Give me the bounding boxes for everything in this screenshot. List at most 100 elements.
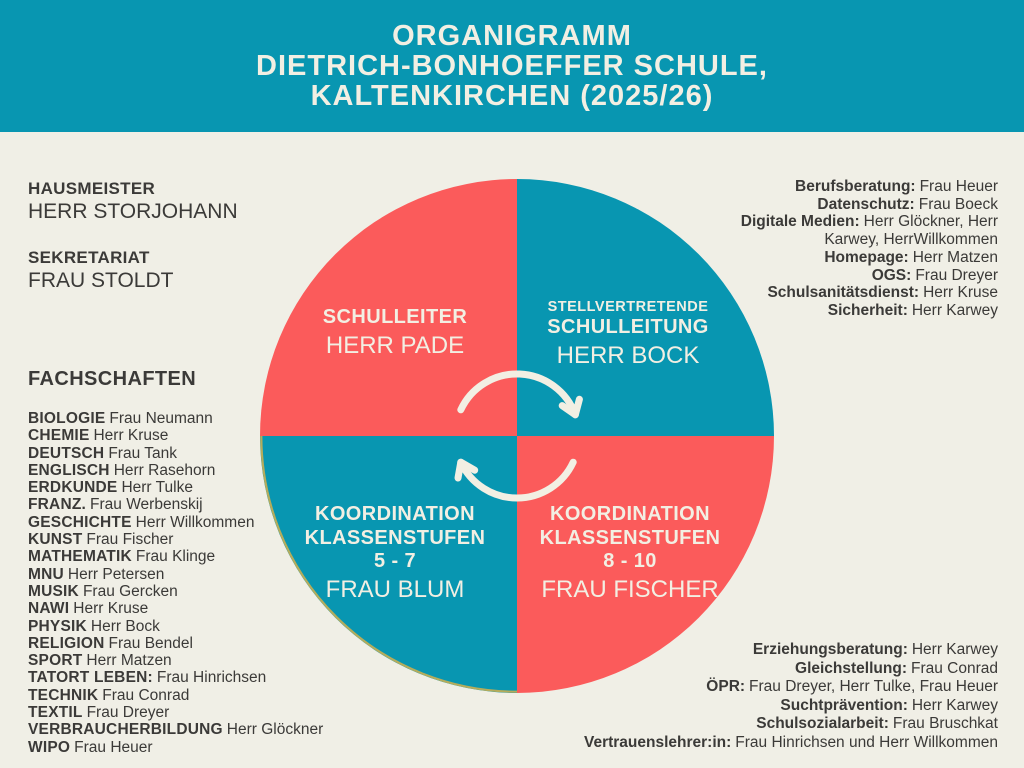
fachschaft-person: Herr Glöckner	[226, 721, 324, 739]
quadrant-bottom-right-shape	[517, 436, 774, 693]
responsibility-person: Herr Kruse	[923, 284, 998, 302]
fachschaft-subject: PHYSIK	[28, 617, 87, 635]
fachschaft-item: MATHEMATIK Frau Klinge	[28, 548, 328, 565]
fachschaft-person: Herr Willkommen	[135, 513, 255, 531]
responsibility-item: Schulsozialarbeit: Frau Bruschkat	[518, 715, 998, 734]
responsibilities-top-section: Berufsberatung: Frau Heuer Datenschutz: Fr…	[726, 178, 998, 320]
responsibility-label: Suchtprävention:	[780, 696, 908, 714]
responsibility-item: Berufsberatung: Frau Heuer	[726, 178, 998, 196]
fachschaft-person: Frau Gercken	[82, 582, 178, 600]
page-title: ORGANIGRAMM DIETRICH-BONHOEFFER SCHULE, …	[256, 21, 768, 111]
fachschaft-item: VERBRAUCHERBILDUNG Herr Glöckner	[28, 721, 328, 738]
responsibility-person: Herr Karwey	[911, 301, 998, 319]
org-circle-diagram	[260, 179, 774, 693]
fachschaft-item: TEXTIL Frau Dreyer	[28, 704, 328, 721]
fachschaft-item: ENGLISCH Herr Rasehorn	[28, 462, 328, 479]
staff-role: HAUSMEISTER	[28, 179, 156, 198]
fachschaft-item: WIPO Frau Heuer	[28, 739, 328, 756]
quadrant-top-right-shape	[517, 179, 774, 436]
fachschaften-section: FACHSCHAFTEN BIOLOGIE Frau Neumann CHEMIE…	[28, 368, 328, 756]
fachschaft-person: Herr Bock	[90, 617, 160, 635]
header-banner: ORGANIGRAMM DIETRICH-BONHOEFFER SCHULE, …	[0, 0, 1024, 132]
fachschaft-item: KUNST Frau Fischer	[28, 531, 328, 548]
fachschaft-item: BIOLOGIE Frau Neumann	[28, 410, 328, 427]
fachschaft-subject: DEUTSCH	[28, 444, 105, 462]
fachschaft-person: Herr Kruse	[93, 427, 169, 445]
fachschaft-item: MNU Herr Petersen	[28, 566, 328, 583]
quadrant-top-left-shape	[260, 179, 517, 436]
fachschaft-item: RELIGION Frau Bendel	[28, 635, 328, 652]
fachschaft-person: Frau Dreyer	[86, 704, 170, 722]
fachschaft-item: CHEMIE Herr Kruse	[28, 427, 328, 444]
fachschaft-item: TECHNIK Frau Conrad	[28, 687, 328, 704]
responsibility-person: Herr Karwey	[911, 696, 998, 714]
fachschaft-person: Frau Neumann	[109, 410, 213, 427]
quadrant-role-prefix: STELLVERTRETENDE	[547, 299, 709, 315]
fachschaft-item: MUSIK Frau Gercken	[28, 583, 328, 600]
fachschaft-subject: MATHEMATIK	[28, 548, 132, 566]
fachschaft-person: Frau Hinrichsen	[156, 669, 267, 687]
responsibility-item: Gleichstellung: Frau Conrad	[518, 660, 998, 679]
cycle-arrows-icon	[454, 370, 583, 502]
responsibility-person: Frau Dreyer	[915, 266, 998, 284]
responsibility-label: Vertrauenslehrer:in:	[583, 733, 732, 751]
staff-entry: HAUSMEISTER HERR STORJOHANN	[28, 179, 238, 225]
fachschaft-subject: CHEMIE	[28, 427, 90, 445]
responsibility-item: ÖPR: Frau Dreyer, Herr Tulke, Frau Heuer	[518, 678, 998, 697]
responsibility-item: Digitale Medien: Herr Glöckner, Herr Karw…	[726, 213, 998, 248]
responsibility-label: Schulsanitätsdienst:	[767, 284, 920, 302]
staff-section: HAUSMEISTER HERR STORJOHANN SEKRETARIAT …	[28, 179, 238, 317]
fachschaft-item: SPORT Herr Matzen	[28, 652, 328, 669]
fachschaft-item: DEUTSCH Frau Tank	[28, 445, 328, 462]
fachschaft-person: Frau Heuer	[74, 738, 153, 756]
staff-role: SEKRETARIAT	[28, 248, 150, 267]
fachschaft-person: Frau Tank	[108, 444, 177, 462]
responsibility-person: Frau Heuer	[919, 178, 998, 195]
responsibility-person: Herr Glöckner, Herr Karwey, HerrWillkomm…	[824, 213, 998, 249]
responsibility-person: Frau Dreyer, Herr Tulke, Frau Heuer	[749, 678, 998, 696]
responsibility-label: Berufsberatung:	[795, 178, 916, 195]
fachschaft-person: Frau Werbenskij	[90, 496, 203, 514]
fachschaft-person: Herr Petersen	[67, 565, 165, 583]
fachschaft-person: Frau Klinge	[135, 548, 216, 566]
fachschaften-title: FACHSCHAFTEN	[28, 368, 197, 390]
staff-entry: SEKRETARIAT FRAU STOLDT	[28, 248, 238, 294]
responsibility-person: Herr Matzen	[912, 248, 998, 266]
fachschaft-person: Herr Tulke	[121, 479, 193, 497]
fachschaft-subject: SPORT	[28, 652, 83, 670]
responsibility-label: Datenschutz:	[817, 195, 915, 213]
fachschaft-subject: BIOLOGIE	[28, 410, 106, 427]
fachschaft-person: Herr Kruse	[73, 600, 149, 618]
fachschaften-list: BIOLOGIE Frau Neumann CHEMIE Herr Kruse DE…	[28, 410, 328, 756]
fachschaft-subject: ENGLISCH	[28, 461, 110, 479]
responsibility-label: Digitale Medien:	[740, 213, 860, 231]
gold-accent-arc	[260, 435, 518, 693]
quadrant-koordination-8-10-label: KOORDINATION KLASSENSTUFEN 8 - 10 FRAU F…	[516, 503, 744, 604]
responsibility-label: ÖPR:	[706, 678, 746, 696]
responsibility-label: OGS:	[871, 266, 912, 284]
responsibility-person: Frau Bruschkat	[892, 715, 998, 733]
fachschaft-person: Frau Fischer	[86, 531, 174, 549]
fachschaft-item: FRANZ. Frau Werbenskij	[28, 496, 328, 513]
staff-name: HERR STORJOHANN	[28, 200, 238, 223]
responsibility-person: Frau Hinrichsen und Herr Willkommen	[735, 733, 998, 751]
quadrant-role: KOORDINATION KLASSENSTUFEN 5 - 7	[304, 503, 486, 572]
fachschaft-subject: MNU	[28, 565, 64, 583]
responsibility-item: Sicherheit: Herr Karwey	[726, 302, 998, 320]
responsibility-item: Suchtprävention: Herr Karwey	[518, 697, 998, 716]
title-line-2: DIETRICH-BONHOEFFER SCHULE,	[256, 50, 768, 82]
responsibility-label: Schulsozialarbeit:	[756, 715, 889, 733]
fachschaft-subject: TATORT LEBEN:	[28, 669, 153, 687]
responsibility-item: Vertrauenslehrer:in: Frau Hinrichsen und …	[518, 734, 998, 753]
responsibility-label: Erziehungsberatung:	[752, 641, 908, 658]
responsibility-item: OGS: Frau Dreyer	[726, 267, 998, 285]
responsibility-person: Frau Conrad	[910, 659, 998, 677]
fachschaft-item: ERDKUNDE Herr Tulke	[28, 479, 328, 496]
quadrant-koordination-5-7-label: KOORDINATION KLASSENSTUFEN 5 - 7 FRAU BL…	[283, 503, 507, 604]
quadrant-person: HERR PADE	[325, 331, 465, 359]
fachschaft-item: TATORT LEBEN: Frau Hinrichsen	[28, 669, 328, 686]
fachschaft-subject: ERDKUNDE	[28, 479, 118, 497]
responsibility-item: Datenschutz: Frau Boeck	[726, 196, 998, 214]
quadrant-bottom-left-shape	[260, 436, 517, 693]
fachschaft-subject: TECHNIK	[28, 686, 99, 704]
